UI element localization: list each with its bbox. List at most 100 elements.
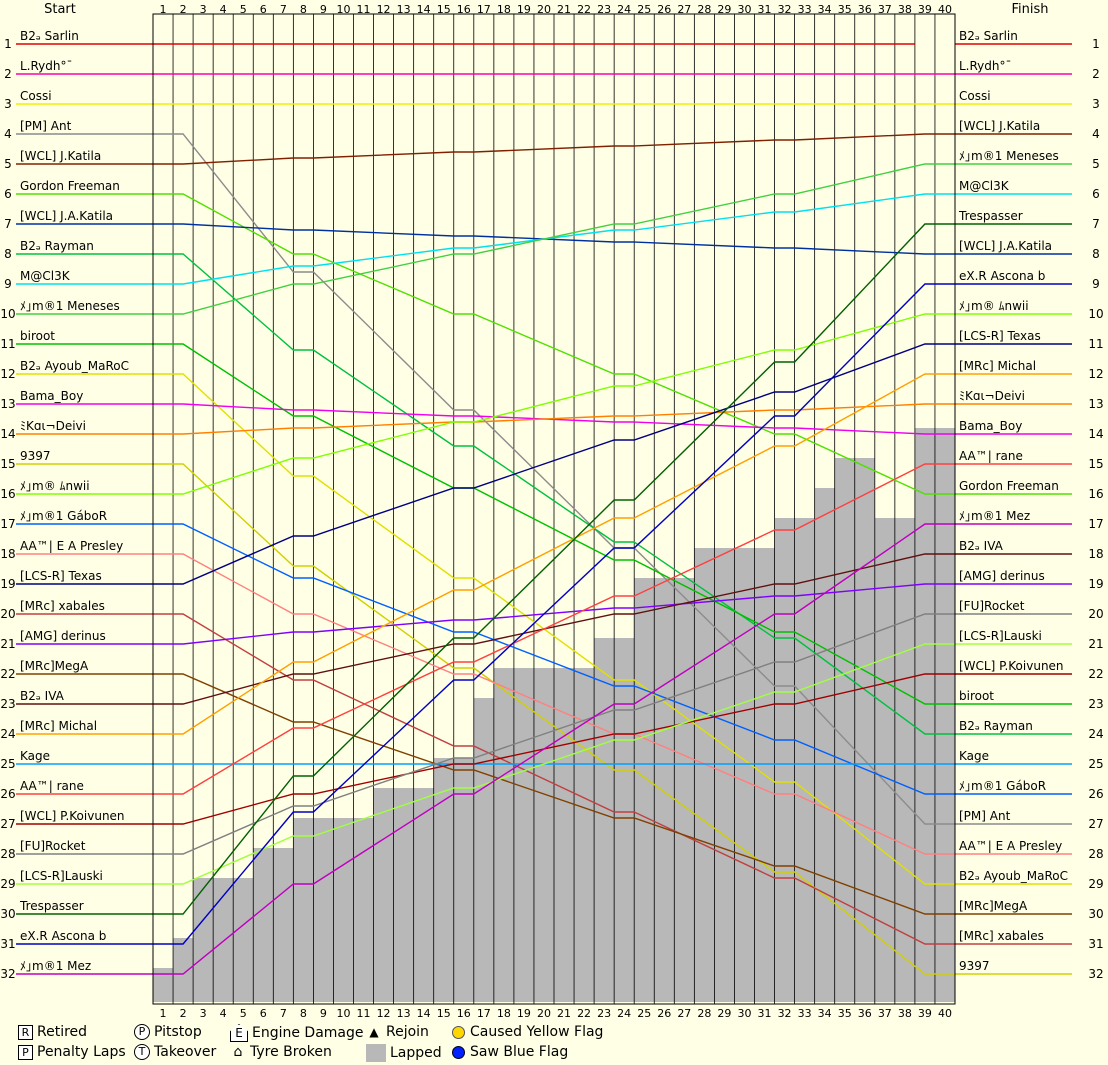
lap-label-bottom: 22 (577, 1007, 591, 1020)
lap-label-top: 22 (577, 3, 591, 16)
driver-trace (153, 133, 955, 825)
position-label-left: 4 (4, 127, 12, 141)
position-label-right: 19 (1088, 577, 1103, 591)
lap-label-bottom: 29 (717, 1007, 731, 1020)
lap-label-bottom: 14 (417, 1007, 431, 1020)
legend-lapped-label: Lapped (390, 1045, 442, 1061)
lap-label-top: 26 (657, 3, 671, 16)
lap-label-top: 1 (160, 3, 167, 16)
lap-label-bottom: 19 (517, 1007, 531, 1020)
position-label-right: 13 (1088, 397, 1103, 411)
finish-driver-label: [LCS-R]Lauski (959, 629, 1042, 643)
lap-label-bottom: 2 (180, 1007, 187, 1020)
lap-label-top: 13 (397, 3, 411, 16)
position-label-left: 11 (0, 337, 15, 351)
finish-driver-label: [FU]Rocket (959, 599, 1025, 613)
lap-label-top: 12 (377, 3, 391, 16)
start-driver-label: [WCL] P.Koivunen (20, 809, 125, 823)
lap-label-bottom: 11 (357, 1007, 371, 1020)
driver-trace (153, 343, 955, 705)
lap-label-top: 24 (617, 3, 631, 16)
position-label-left: 16 (0, 487, 15, 501)
position-label-right: 1 (1092, 37, 1100, 51)
start-driver-label: [WCL] J.A.Katila (20, 209, 113, 223)
yellow-flag-icon (451, 1025, 465, 1039)
driver-trace (153, 673, 955, 915)
position-label-right: 7 (1092, 217, 1100, 231)
position-label-left: 6 (4, 187, 12, 201)
tyre-broken-icon: ⌂ (233, 1044, 243, 1060)
finish-driver-label: Cossi (959, 89, 991, 103)
lap-label-bottom: 15 (437, 1007, 451, 1020)
start-driver-label: [LCS-R]Lauski (20, 869, 103, 883)
retired-icon: R (18, 1024, 33, 1040)
position-label-left: 24 (0, 727, 15, 741)
finish-driver-label: ﾐKɑι¬Deivi (959, 389, 1025, 403)
position-label-right: 14 (1088, 427, 1103, 441)
start-driver-label: B2ₔ IVA (20, 689, 65, 703)
start-driver-label: Gordon Freeman (20, 179, 120, 193)
start-driver-label: ﾒ｣m®1 Mez (20, 959, 91, 973)
lap-label-bottom: 7 (280, 1007, 287, 1020)
position-label-right: 29 (1088, 877, 1103, 891)
position-label-left: 8 (4, 247, 12, 261)
legend-blue: Saw Blue Flag (450, 1044, 568, 1060)
lap-label-bottom: 3 (200, 1007, 207, 1020)
legend-penalty: P Penalty Laps (18, 1044, 126, 1060)
finish-driver-label: ﾒ｣m®1 Mez (959, 509, 1030, 523)
position-label-right: 21 (1088, 637, 1103, 651)
lap-label-top: 33 (798, 3, 812, 16)
driver-trace (153, 463, 955, 795)
position-label-left: 19 (0, 577, 15, 591)
rejoin-icon: ▲ (369, 1025, 379, 1039)
lap-label-top: 9 (320, 3, 327, 16)
start-driver-label: Kage (20, 749, 50, 763)
position-label-left: 31 (0, 937, 15, 951)
lap-label-top: 15 (437, 3, 451, 16)
finish-driver-label: ﾒ｣m® ﾑnwii (959, 299, 1029, 313)
finish-driver-label: B2ₔ Sarlin (959, 29, 1018, 43)
finish-driver-label: [AMG] derinus (959, 569, 1045, 583)
position-label-right: 27 (1088, 817, 1103, 831)
lap-label-top: 4 (220, 3, 227, 16)
lap-label-bottom: 32 (778, 1007, 792, 1020)
lap-label-top: 36 (858, 3, 872, 16)
lap-label-bottom: 8 (300, 1007, 307, 1020)
position-label-left: 15 (0, 457, 15, 471)
finish-driver-label: ﾒ｣m®1 Meneses (959, 149, 1059, 163)
legend-pitstop: P Pitstop (134, 1024, 202, 1040)
position-label-left: 22 (0, 667, 15, 681)
penalty-icon: P (18, 1044, 33, 1060)
position-label-left: 2 (4, 67, 12, 81)
finish-driver-label: L.Rydh°¯ (959, 59, 1012, 73)
lap-label-bottom: 13 (397, 1007, 411, 1020)
start-driver-label: ﾐKɑι¬Deivi (20, 419, 86, 433)
finish-driver-label: AA™| E A Presley (959, 839, 1062, 853)
chart-frame (152, 13, 956, 1005)
finish-driver-label: [WCL] P.Koivunen (959, 659, 1064, 673)
lap-label-bottom: 39 (918, 1007, 932, 1020)
start-driver-label: M@Cl3K (20, 269, 71, 283)
position-label-right: 10 (1088, 307, 1103, 321)
finish-driver-label: AA™| rane (959, 449, 1023, 463)
legend-lapped: Lapped (366, 1044, 442, 1062)
position-label-left: 14 (0, 427, 15, 441)
lap-label-bottom: 18 (497, 1007, 511, 1020)
start-driver-label: [MRc] Michal (20, 719, 97, 733)
lap-label-bottom: 35 (838, 1007, 852, 1020)
position-label-right: 30 (1088, 907, 1103, 921)
legend-penalty-label: Penalty Laps (37, 1044, 126, 1060)
position-label-left: 18 (0, 547, 15, 561)
finish-driver-label: M@Cl3K (959, 179, 1010, 193)
finish-driver-label: [PM] Ant (959, 809, 1011, 823)
finish-driver-label: B2ₔ Ayoub_MaRoC (959, 869, 1068, 883)
finish-driver-label: 9397 (959, 959, 990, 973)
driver-trace (153, 283, 955, 945)
driver-trace (153, 403, 955, 435)
lap-label-bottom: 24 (617, 1007, 631, 1020)
start-driver-label: eX.R Ascona b (20, 929, 106, 943)
finish-driver-label: B2ₔ IVA (959, 539, 1004, 553)
driver-trace (153, 163, 955, 315)
lap-label-top: 34 (818, 3, 832, 16)
